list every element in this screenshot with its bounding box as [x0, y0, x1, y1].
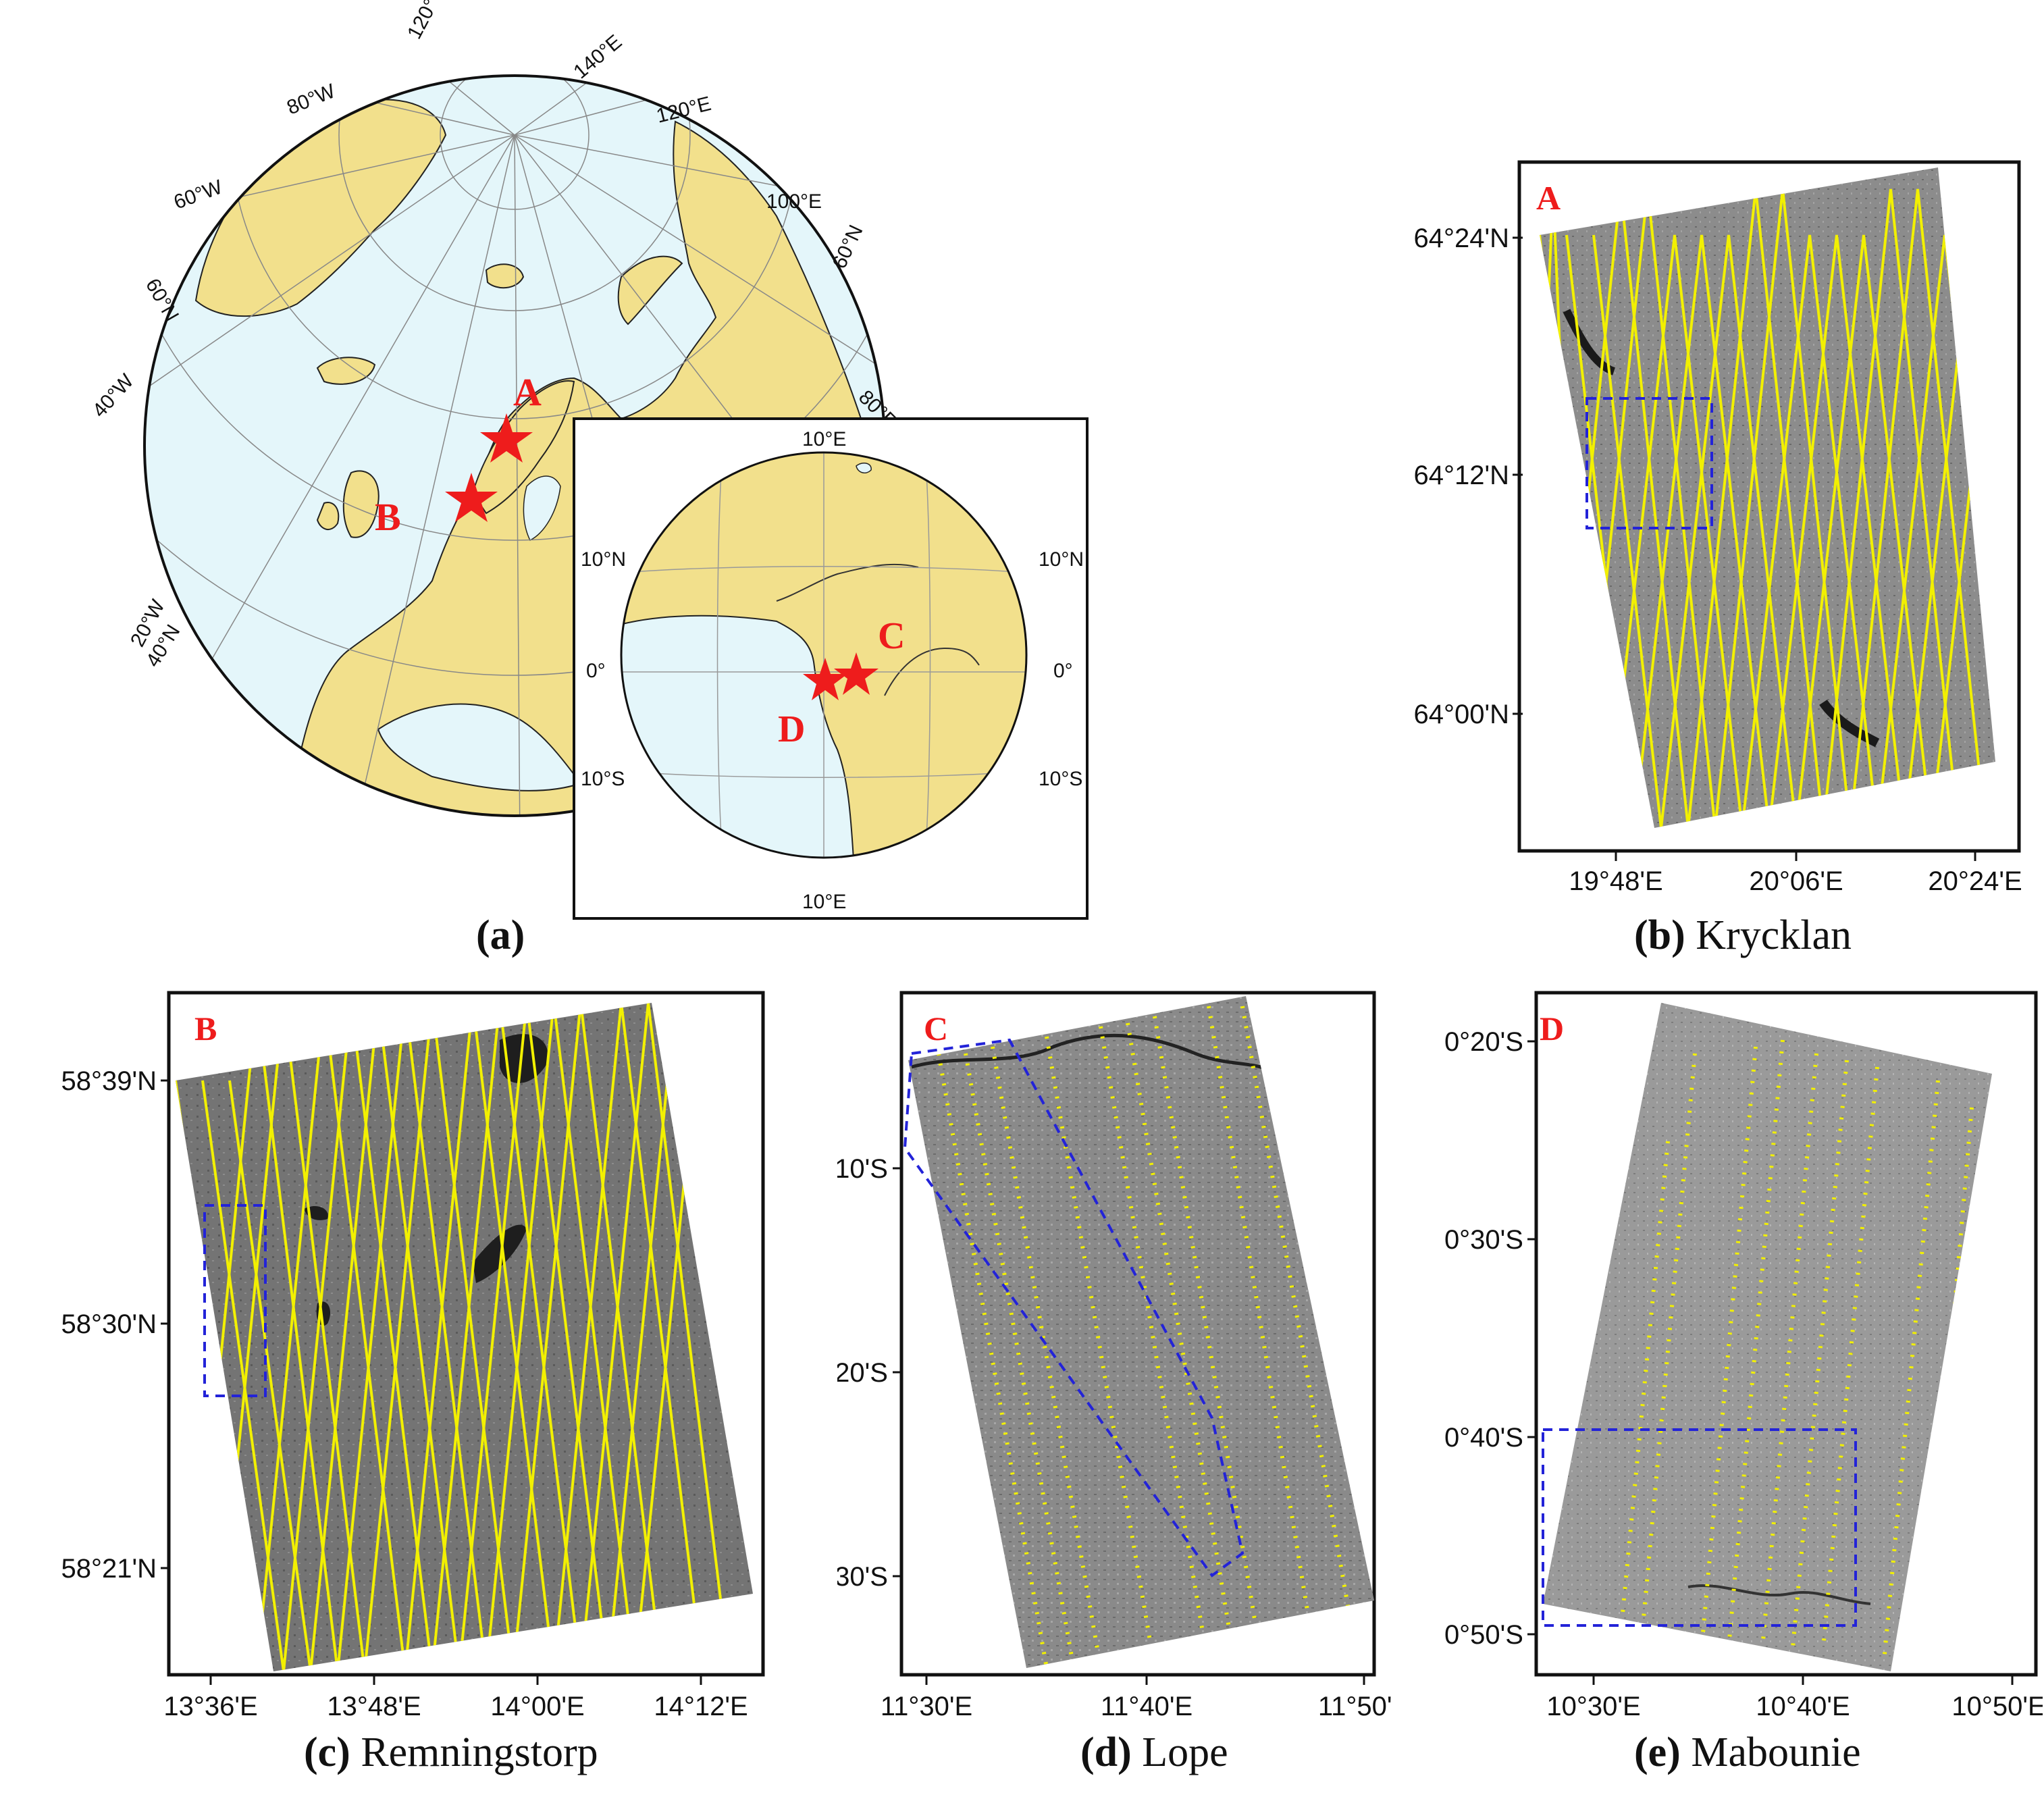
caption-a: (a) — [476, 912, 525, 958]
svg-text:10°30'E: 10°30'E — [1546, 1692, 1640, 1721]
subset-box-b — [1586, 397, 1713, 529]
site-b-marker — [445, 473, 498, 522]
subset-box-d — [903, 1038, 1244, 1578]
svg-text:11°50'E: 11°50'E — [1318, 1692, 1391, 1721]
svg-text:14°12'E: 14°12'E — [654, 1692, 748, 1721]
svg-text:11°30'E: 11°30'E — [881, 1692, 972, 1721]
svg-text:19°48'E: 19°48'E — [1569, 866, 1662, 896]
inset-map: 10°E 10°E 10°N 0° 10°S 10°N 0° 10°S C D — [573, 417, 1089, 920]
svg-text:60°W: 60°W — [171, 176, 226, 213]
panel-c-map: B 58°39'N 58°30'N 58°21'N 13°36'E 13°48'… — [61, 991, 765, 1721]
panel-b-site-letter: A — [1536, 179, 1561, 217]
caption-b: (b) Krycklan — [1634, 912, 1852, 958]
site-a-label: A — [513, 370, 542, 414]
site-a-marker — [480, 413, 533, 463]
svg-text:0°20'S: 0°20'S — [1444, 1027, 1523, 1057]
svg-text:0°10'S: 0°10'S — [837, 1154, 888, 1184]
caption-d: (d) Lope — [1080, 1729, 1228, 1775]
svg-text:64°12'N: 64°12'N — [1413, 461, 1509, 490]
site-markers-ab: A B — [375, 370, 542, 539]
svg-text:10°50'E: 10°50'E — [1951, 1692, 2043, 1721]
svg-text:10°N: 10°N — [1039, 548, 1084, 571]
site-b-label: B — [375, 495, 401, 539]
svg-text:0°: 0° — [1053, 660, 1073, 682]
svg-text:14°00'E: 14°00'E — [490, 1692, 584, 1721]
panel-a-map: 120°W 140°E 80°W 120°E 60°W 100°E 60°N 6… — [88, 0, 1089, 920]
svg-text:10°E: 10°E — [802, 428, 846, 450]
svg-text:13°48'E: 13°48'E — [327, 1692, 421, 1721]
svg-text:80°W: 80°W — [284, 80, 338, 119]
svg-text:64°24'N: 64°24'N — [1413, 224, 1509, 253]
subset-box-c — [203, 1204, 267, 1397]
panel-d-site-letter: C — [924, 1010, 948, 1047]
subset-box-e — [1542, 1428, 1857, 1627]
site-d-label: D — [778, 708, 805, 750]
svg-text:0°40'S: 0°40'S — [1444, 1423, 1523, 1453]
panel-e-map: D 0°20'S 0°30'S 0°40'S 0°50'S 10°30'E 10… — [1444, 991, 2043, 1721]
svg-text:11°40'E: 11°40'E — [1101, 1692, 1193, 1721]
svg-text:140°E: 140°E — [569, 30, 626, 83]
panel-b-map: A 64°24'N 64°12'N 64°00'N 19°48'E 20°06'… — [1413, 160, 2022, 896]
caption-c: (c) Remningstorp — [304, 1729, 598, 1775]
caption-e: (e) Mabounie — [1634, 1729, 1861, 1775]
svg-text:60°N: 60°N — [828, 222, 867, 272]
svg-text:10°S: 10°S — [581, 768, 625, 790]
svg-text:0°: 0° — [586, 660, 606, 682]
svg-text:10°E: 10°E — [802, 891, 846, 913]
svg-text:100°E: 100°E — [766, 190, 822, 213]
svg-text:20°06'E: 20°06'E — [1749, 866, 1843, 896]
site-c-marker — [834, 652, 879, 695]
panel-d-map: C 0°10'S 0°20'S 0°30'S 11°30'E 11°40'E 1… — [837, 991, 1391, 1721]
svg-text:58°39'N: 58°39'N — [61, 1066, 157, 1096]
panel-c-site-letter: B — [194, 1010, 217, 1047]
tracks-d — [937, 1006, 1353, 1668]
svg-text:0°30'S: 0°30'S — [1444, 1225, 1523, 1255]
svg-text:58°21'N: 58°21'N — [61, 1554, 157, 1584]
svg-text:10°S: 10°S — [1039, 768, 1082, 790]
svg-text:120°W: 120°W — [403, 0, 452, 43]
svg-text:13°36'E: 13°36'E — [163, 1692, 257, 1721]
svg-text:40°W: 40°W — [88, 369, 138, 421]
svg-text:0°20'S: 0°20'S — [837, 1358, 888, 1388]
site-c-label: C — [878, 615, 905, 657]
svg-text:20°24'E: 20°24'E — [1928, 866, 2022, 896]
tracks-c — [176, 1003, 731, 1671]
panel-e-site-letter: D — [1540, 1010, 1564, 1047]
svg-text:10°40'E: 10°40'E — [1756, 1692, 1850, 1721]
svg-text:0°30'S: 0°30'S — [837, 1562, 888, 1592]
site-d-marker — [803, 658, 847, 700]
svg-text:0°50'S: 0°50'S — [1444, 1620, 1523, 1650]
svg-text:58°30'N: 58°30'N — [61, 1309, 157, 1339]
svg-text:64°00'N: 64°00'N — [1413, 700, 1509, 729]
svg-text:10°N: 10°N — [581, 548, 626, 571]
